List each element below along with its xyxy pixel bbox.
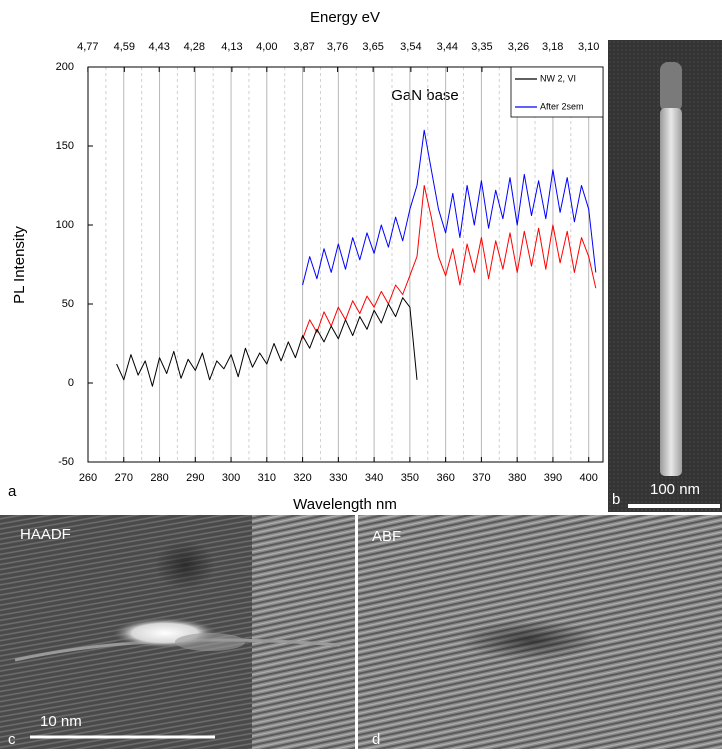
panel-label: d	[372, 731, 380, 748]
x-tick-label: 390	[544, 472, 562, 484]
x2-tick-label: 4,43	[148, 41, 169, 53]
panel-label: b	[612, 491, 620, 508]
x-tick-label: 350	[401, 472, 419, 484]
x-tick-label: 360	[436, 472, 454, 484]
y-tick-label: 200	[56, 61, 74, 73]
legend-label: NW 2, VI	[540, 73, 576, 83]
sem-image	[608, 40, 722, 512]
plot: 260 270 280 290 300 310 320 330 340 350 360 370 380 3…	[56, 41, 604, 484]
x-tick-label: 290	[186, 472, 204, 484]
x2-tick-label: 3,54	[400, 41, 421, 53]
x-tick-label: 370	[472, 472, 490, 484]
x2-tick-label: 4,77	[77, 41, 98, 53]
x2-tick-label: 3,44	[437, 41, 458, 53]
x2-tick-label: 3,10	[578, 41, 599, 53]
x-tick-label: 300	[222, 472, 240, 484]
x-tick-label: 330	[329, 472, 347, 484]
x2-tick-label: 3,87	[293, 41, 314, 53]
x-tick-label: 270	[115, 472, 133, 484]
x-tick-label: 260	[79, 472, 97, 484]
x2-tick-label: 3,76	[327, 41, 348, 53]
series-line	[302, 185, 597, 339]
y-tick-label: 0	[68, 377, 74, 389]
top-axis-title: Energy eV	[310, 9, 380, 26]
x2-tick-label: 4,28	[184, 41, 205, 53]
y-axis-title: PL Intensity	[11, 226, 28, 304]
panel-label: c	[8, 731, 16, 748]
y-tick-label: 150	[56, 140, 74, 152]
x-tick-label: 340	[365, 472, 383, 484]
scale-bar-label: 10 nm	[40, 713, 82, 730]
x-tick-label: 310	[258, 472, 276, 484]
panel-title: HAADF	[20, 526, 71, 543]
annotation: GaN base	[391, 87, 459, 104]
plot-frame	[87, 66, 604, 463]
x-tick-label: 380	[508, 472, 526, 484]
x2-tick-label: 3,26	[508, 41, 529, 53]
y-tick-label: 100	[56, 219, 74, 231]
x2-tick-label: 3,65	[362, 41, 383, 53]
y-tick-label: -50	[58, 456, 74, 468]
x-axis-title: Wavelength nm	[293, 496, 397, 513]
abf-image	[358, 515, 722, 749]
x2-tick-label: 4,59	[114, 41, 135, 53]
panel-title: ABF	[372, 528, 401, 545]
haadf-image	[0, 515, 355, 749]
x2-tick-label: 4,00	[256, 41, 277, 53]
x-tick-label: 400	[580, 472, 598, 484]
x2-tick-label: 3,35	[471, 41, 492, 53]
panel-label: a	[8, 483, 17, 500]
x2-tick-label: 4,13	[221, 41, 242, 53]
series-line	[302, 129, 597, 286]
x-tick-label: 320	[293, 472, 311, 484]
scale-bar-label: 100 nm	[650, 481, 700, 498]
x2-tick-label: 3,18	[542, 41, 563, 53]
y-tick-label: 50	[62, 298, 74, 310]
x-tick-label: 280	[150, 472, 168, 484]
series-line	[116, 297, 418, 387]
legend-box	[510, 66, 604, 118]
legend-label: After 2sem	[540, 101, 584, 111]
